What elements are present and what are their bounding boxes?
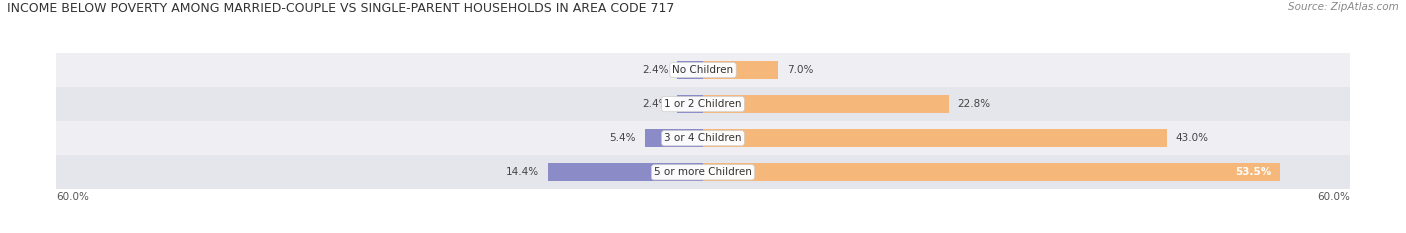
Text: 43.0%: 43.0% (1175, 133, 1208, 143)
Text: 7.0%: 7.0% (787, 65, 814, 75)
Bar (678, 95, 703, 113)
Bar (56, 121, 1350, 155)
Text: 5 or more Children: 5 or more Children (654, 167, 752, 177)
Text: 2.4%: 2.4% (643, 99, 668, 109)
Bar (703, 95, 949, 113)
Bar (56, 53, 1350, 87)
Bar (645, 129, 703, 147)
Bar (703, 61, 779, 79)
Text: 1 or 2 Children: 1 or 2 Children (664, 99, 742, 109)
Bar (548, 163, 703, 181)
Text: 2.4%: 2.4% (643, 65, 668, 75)
Text: 3 or 4 Children: 3 or 4 Children (664, 133, 742, 143)
Text: 22.8%: 22.8% (957, 99, 990, 109)
Bar (703, 163, 1279, 181)
Bar (56, 87, 1350, 121)
Text: 60.0%: 60.0% (1317, 192, 1350, 202)
Text: 60.0%: 60.0% (56, 192, 89, 202)
Text: No Children: No Children (672, 65, 734, 75)
Text: 5.4%: 5.4% (610, 133, 636, 143)
Text: INCOME BELOW POVERTY AMONG MARRIED-COUPLE VS SINGLE-PARENT HOUSEHOLDS IN AREA CO: INCOME BELOW POVERTY AMONG MARRIED-COUPL… (7, 2, 675, 15)
Text: 14.4%: 14.4% (506, 167, 538, 177)
Bar (703, 129, 1167, 147)
Text: 53.5%: 53.5% (1234, 167, 1271, 177)
Bar (678, 61, 703, 79)
Bar (56, 155, 1350, 189)
Text: Source: ZipAtlas.com: Source: ZipAtlas.com (1288, 2, 1399, 12)
